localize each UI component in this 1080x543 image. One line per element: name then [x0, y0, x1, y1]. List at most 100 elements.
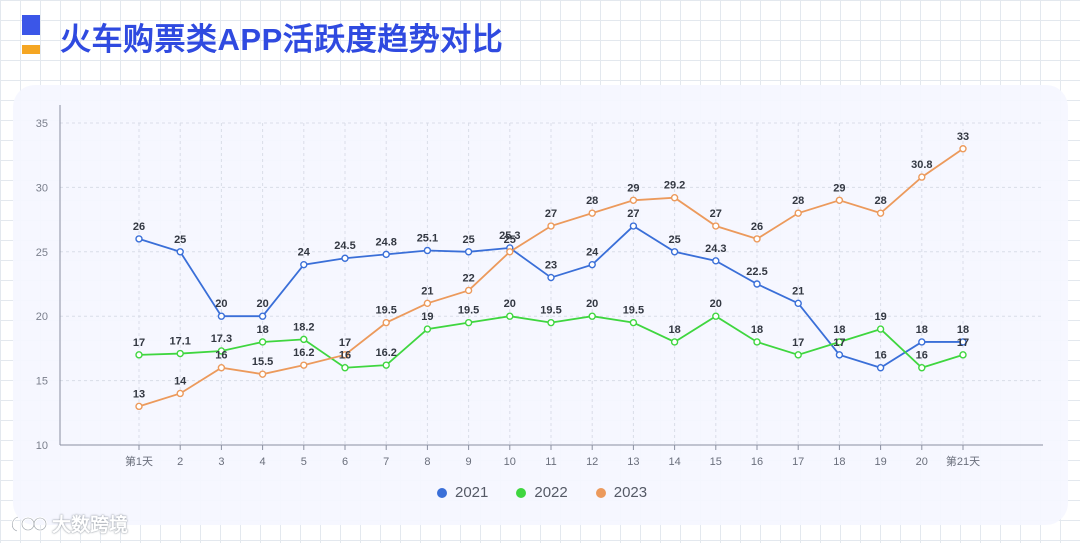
- data-label-2021: 26: [133, 221, 145, 233]
- data-label-2022: 19.5: [623, 305, 644, 317]
- data-label-2023: 17: [339, 337, 351, 349]
- data-label-2022: 18: [751, 324, 763, 336]
- data-label-2023: 29.2: [664, 180, 685, 192]
- data-point-2023: [629, 196, 638, 204]
- x-tick-label: 9: [466, 456, 472, 468]
- data-point-2022: [918, 364, 926, 372]
- data-point-2023: [382, 318, 390, 327]
- legend-marker-icon: [516, 487, 527, 498]
- data-label-2022: 18: [668, 324, 680, 336]
- data-label-2022: 18: [256, 324, 268, 336]
- data-point-2021: [918, 338, 926, 346]
- x-tick-label: 15: [710, 456, 722, 468]
- x-tick-label: 13: [627, 456, 639, 468]
- data-label-2021: 24: [298, 247, 311, 259]
- data-point-2023: [217, 364, 226, 372]
- data-point-2021: [794, 299, 802, 308]
- y-tick-label: 30: [36, 182, 48, 194]
- title-mark-blue: [22, 15, 40, 35]
- data-point-2021: [712, 257, 720, 265]
- data-label-2021: 25.1: [417, 233, 438, 245]
- data-point-2021: [258, 312, 267, 320]
- data-label-2022: 20: [586, 298, 598, 310]
- x-tick-label: 2: [177, 456, 183, 468]
- data-point-2022: [547, 318, 555, 327]
- data-point-2023: [464, 286, 473, 295]
- data-point-2022: [176, 349, 184, 358]
- x-tick-label: 16: [751, 456, 763, 468]
- data-label-2023: 19.5: [375, 305, 396, 317]
- chart-card: [13, 85, 1068, 525]
- data-label-2022: 20: [710, 298, 722, 310]
- data-label-2023: 33: [957, 131, 969, 143]
- data-label-2022: 17.3: [211, 333, 232, 345]
- data-label-2021: 23: [545, 260, 557, 272]
- data-label-2022: 16: [916, 350, 928, 362]
- data-point-2021: [547, 273, 555, 282]
- data-label-2022: 17: [792, 337, 804, 349]
- page-title: 火车购票类APP活跃度趋势对比: [60, 22, 504, 57]
- title-mark-orange: [22, 45, 40, 54]
- data-label-2022: 19.5: [458, 305, 479, 317]
- legend-item-2021[interactable]: 2021: [437, 484, 488, 501]
- data-point-2022: [135, 351, 143, 359]
- chart-legend[interactable]: 2021 2022 2023: [437, 484, 647, 501]
- data-label-2021: 24.3: [705, 243, 726, 255]
- x-tick-label: 5: [301, 456, 307, 468]
- data-point-2022: [217, 347, 226, 355]
- data-point-2022: [423, 325, 432, 333]
- data-point-2023: [176, 389, 184, 398]
- x-tick-label: 4: [260, 456, 266, 468]
- data-label-2023: 27: [545, 208, 557, 220]
- data-label-2022: 19: [874, 311, 886, 323]
- data-point-2023: [547, 222, 555, 230]
- x-tick-label: 19: [874, 456, 886, 468]
- legend-item-2023[interactable]: 2023: [595, 484, 647, 501]
- data-point-2023: [959, 145, 967, 153]
- watermark-text: 大数跨境: [52, 515, 129, 536]
- x-tick-label: 3: [218, 456, 224, 468]
- x-tick-label: 8: [424, 456, 430, 468]
- data-label-2021: 25: [462, 234, 474, 246]
- data-point-2021: [423, 246, 432, 255]
- x-tick-label: 10: [504, 456, 516, 468]
- data-point-2022: [876, 325, 885, 333]
- y-tick-label: 25: [36, 247, 48, 259]
- data-label-2023: 30.8: [911, 159, 932, 171]
- x-tick-label: 第21天: [946, 454, 980, 468]
- data-label-2021: 25: [174, 234, 186, 246]
- data-point-2021: [176, 248, 184, 256]
- data-point-2023: [753, 235, 761, 243]
- data-label-2021: 20: [215, 298, 227, 310]
- data-point-2022: [794, 351, 802, 359]
- data-label-2022: 18: [833, 324, 845, 336]
- data-label-2023: 16: [215, 350, 227, 362]
- legend-item-2022[interactable]: 2022: [516, 484, 568, 501]
- data-point-2021: [341, 254, 349, 262]
- data-point-2021: [753, 280, 761, 288]
- data-label-2023: 27: [710, 208, 722, 220]
- data-point-2023: [258, 370, 267, 378]
- data-label-2022: 19: [421, 311, 433, 323]
- data-point-2022: [959, 351, 967, 359]
- x-tick-label: 6: [342, 456, 348, 468]
- data-label-2023: 16.2: [293, 347, 314, 359]
- data-label-2021: 25: [668, 234, 680, 246]
- data-point-2023: [300, 361, 308, 369]
- data-point-2021: [670, 248, 679, 256]
- data-point-2021: [835, 351, 844, 359]
- x-tick-label: 14: [668, 456, 680, 468]
- x-tick-label: 第1天: [125, 454, 153, 468]
- data-label-2021: 25.3: [499, 230, 520, 242]
- y-tick-label: 35: [36, 118, 48, 130]
- x-tick-label: 12: [586, 456, 598, 468]
- x-tick-label: 18: [833, 456, 845, 468]
- data-label-2022: 20: [504, 298, 516, 310]
- data-label-2021: 18: [916, 324, 928, 336]
- data-label-2022: 17.1: [169, 336, 190, 348]
- data-point-2023: [712, 222, 720, 230]
- data-label-2021: 16: [874, 350, 886, 362]
- data-point-2023: [670, 194, 679, 202]
- data-label-2021: 22.5: [746, 266, 767, 278]
- watermark-logo-icon: [11, 515, 48, 532]
